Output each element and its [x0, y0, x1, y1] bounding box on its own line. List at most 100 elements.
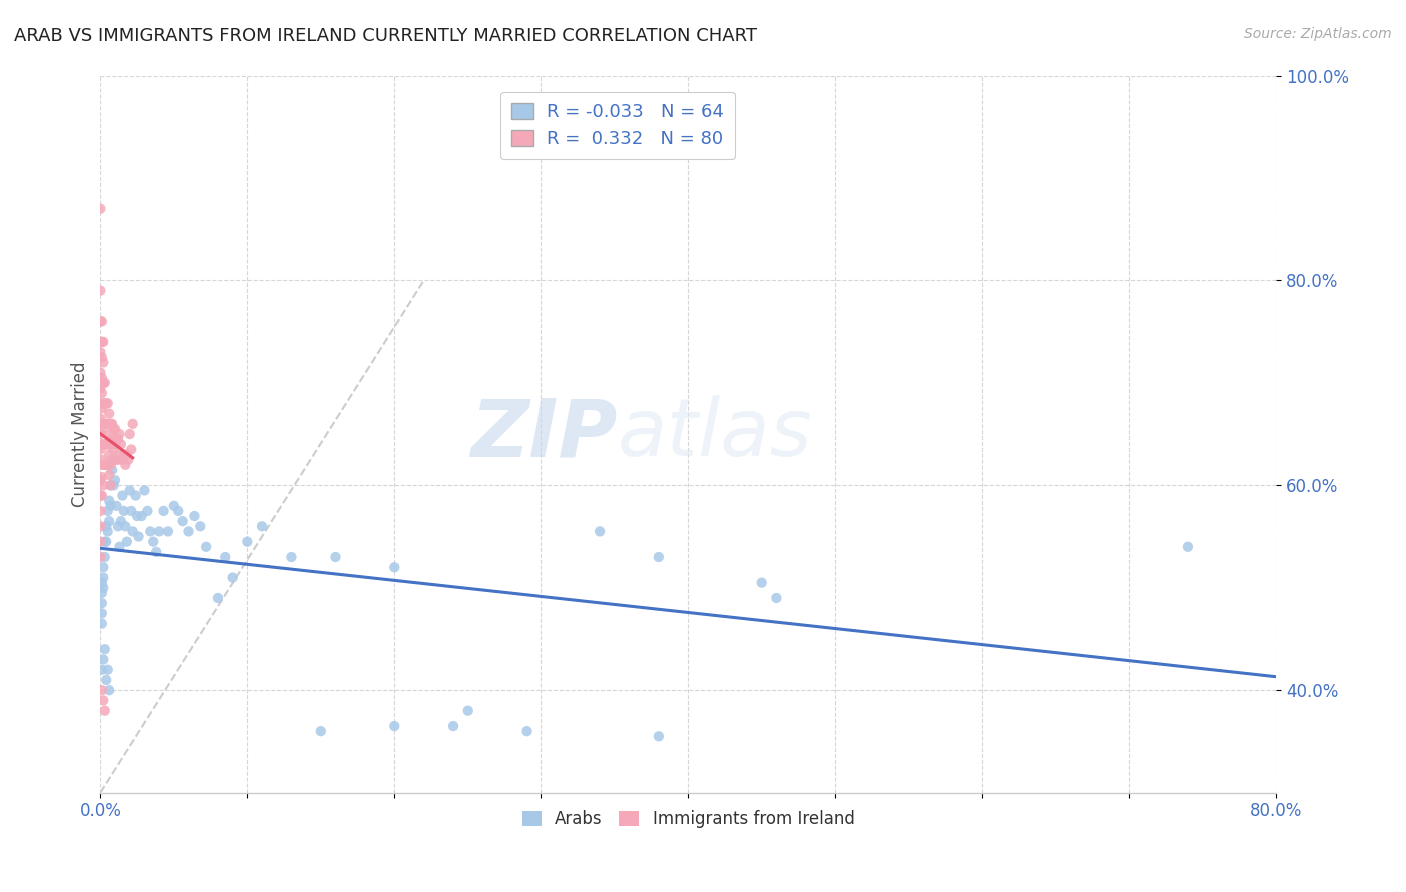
- Point: [91, 355, 114, 369]
- Point: [134, 483, 156, 498]
- Point: [94, 534, 117, 549]
- Point: [96, 437, 118, 451]
- Point: [98, 427, 121, 442]
- Point: [97, 524, 120, 539]
- Point: [91, 458, 114, 472]
- Point: [457, 704, 479, 718]
- Point: [90, 607, 112, 621]
- Point: [89, 504, 111, 518]
- Point: [108, 427, 131, 442]
- Point: [89, 519, 111, 533]
- Point: [89, 366, 111, 380]
- Point: [90, 663, 112, 677]
- Point: [89, 314, 111, 328]
- Point: [112, 504, 135, 518]
- Point: [108, 540, 131, 554]
- Point: [104, 452, 127, 467]
- Point: [91, 581, 114, 595]
- Point: [111, 489, 134, 503]
- Point: [115, 448, 138, 462]
- Point: [325, 549, 347, 564]
- Point: [127, 509, 149, 524]
- Point: [94, 704, 117, 718]
- Point: [382, 560, 405, 574]
- Point: [89, 458, 111, 472]
- Point: [177, 524, 200, 539]
- Point: [97, 417, 120, 431]
- Point: [101, 452, 124, 467]
- Point: [90, 422, 112, 436]
- Point: [148, 524, 170, 539]
- Point: [90, 489, 112, 503]
- Point: [89, 549, 111, 564]
- Point: [89, 534, 111, 549]
- Point: [98, 407, 121, 421]
- Point: [97, 458, 120, 472]
- Point: [120, 442, 142, 457]
- Point: [441, 719, 464, 733]
- Point: [91, 437, 114, 451]
- Point: [105, 432, 128, 446]
- Point: [97, 396, 120, 410]
- Point: [111, 452, 134, 467]
- Point: [167, 504, 190, 518]
- Point: [90, 575, 112, 590]
- Point: [96, 534, 118, 549]
- Point: [94, 458, 117, 472]
- Point: [107, 432, 129, 446]
- Point: [142, 534, 165, 549]
- Point: [90, 386, 112, 401]
- Point: [107, 452, 129, 467]
- Point: [100, 417, 122, 431]
- Point: [105, 452, 128, 467]
- Point: [97, 663, 120, 677]
- Point: [89, 334, 111, 349]
- Point: [89, 427, 111, 442]
- Point: [589, 524, 612, 539]
- Point: [89, 202, 111, 216]
- Point: [765, 591, 787, 605]
- Point: [90, 351, 112, 365]
- Point: [90, 314, 112, 328]
- Point: [236, 534, 259, 549]
- Point: [121, 417, 143, 431]
- Point: [382, 719, 405, 733]
- Point: [128, 529, 150, 543]
- Point: [110, 514, 132, 528]
- Point: [90, 401, 112, 416]
- Point: [104, 422, 127, 436]
- Point: [91, 396, 114, 410]
- Point: [89, 442, 111, 457]
- Point: [90, 452, 112, 467]
- Point: [90, 596, 112, 610]
- Point: [96, 519, 118, 533]
- Point: [104, 437, 127, 451]
- Point: [103, 422, 125, 436]
- Point: [96, 396, 118, 410]
- Point: [648, 549, 671, 564]
- Point: [101, 417, 124, 431]
- Point: [98, 493, 121, 508]
- Point: [90, 616, 112, 631]
- Y-axis label: Currently Married: Currently Married: [72, 361, 89, 507]
- Point: [195, 540, 218, 554]
- Point: [156, 524, 179, 539]
- Text: ARAB VS IMMIGRANTS FROM IRELAND CURRENTLY MARRIED CORRELATION CHART: ARAB VS IMMIGRANTS FROM IRELAND CURRENTL…: [14, 27, 756, 45]
- Point: [163, 499, 186, 513]
- Point: [751, 575, 773, 590]
- Point: [100, 499, 122, 513]
- Point: [94, 642, 117, 657]
- Text: ZIP: ZIP: [470, 395, 617, 473]
- Point: [91, 334, 114, 349]
- Point: [207, 591, 229, 605]
- Point: [90, 470, 112, 484]
- Text: atlas: atlas: [617, 395, 813, 473]
- Point: [90, 334, 112, 349]
- Text: Source: ZipAtlas.com: Source: ZipAtlas.com: [1244, 27, 1392, 41]
- Point: [94, 417, 117, 431]
- Point: [117, 452, 139, 467]
- Point: [94, 437, 117, 451]
- Point: [98, 468, 121, 483]
- Point: [250, 519, 273, 533]
- Point: [94, 376, 117, 390]
